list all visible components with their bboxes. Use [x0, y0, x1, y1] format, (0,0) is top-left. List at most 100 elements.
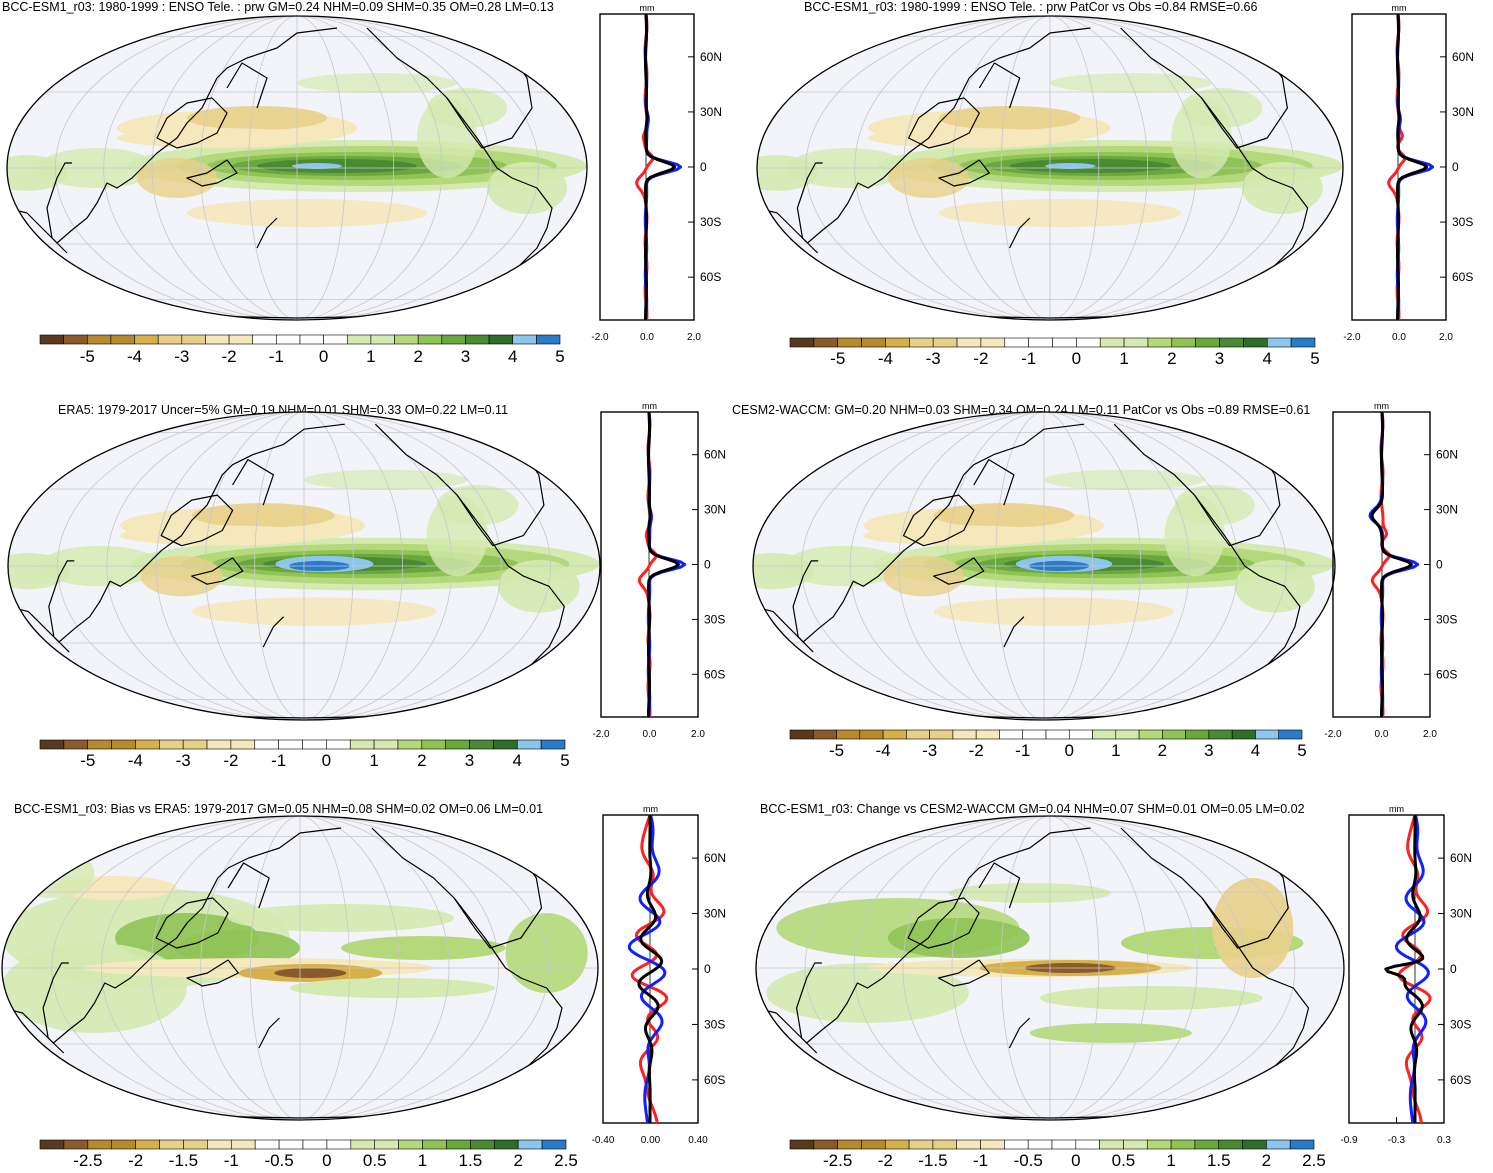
coastline	[753, 412, 804, 471]
map-1	[6, 15, 588, 321]
map-3	[7, 411, 601, 721]
profile-ytick-label: 30S	[1436, 612, 1457, 626]
longitude-line	[296, 16, 443, 320]
colorbar-box	[1208, 729, 1233, 740]
colorbar-4: -5 -4 -3 -2 -1 0 1 2 3 4 5	[789, 729, 1307, 760]
colorbar-box	[1266, 337, 1292, 348]
profile-xtick-label: -0.3	[1388, 1135, 1406, 1146]
longitude-line	[1000, 16, 1051, 320]
profile-ytick-label: 60N	[1450, 851, 1472, 865]
colorbar-box	[183, 1139, 208, 1150]
profile-curve	[1396, 13, 1428, 320]
profile-unit: mm	[640, 3, 655, 13]
colorbar-box	[278, 739, 303, 750]
map-outline	[752, 411, 1336, 721]
coastline-japan	[226, 62, 268, 109]
longitude-line	[951, 816, 1051, 1120]
colorbar-box	[813, 337, 839, 348]
zonal-profile-3: mm 60N 30N 0 30S 60S -2.0 0.0 2.0	[592, 401, 726, 740]
colorbar-label: 4	[1263, 349, 1272, 368]
profile-ytick-label: 30N	[704, 503, 726, 517]
colorbar-label: -1.5	[169, 1151, 198, 1170]
profile-ytick-label: 60S	[1452, 270, 1473, 284]
colorbar-box	[135, 1139, 160, 1150]
longitude-line	[55, 16, 298, 320]
colorbar-box	[906, 729, 930, 740]
colorbar-box	[326, 739, 351, 750]
colorbar-box	[87, 1139, 113, 1150]
colorbar-label: -5	[80, 347, 95, 366]
longitude-line	[51, 816, 301, 1120]
panel-title: BCC-ESM1_r03: Change vs CESM2-WACCM GM=0…	[760, 802, 1305, 816]
coastline-africa	[42, 962, 69, 1054]
profile-ytick-label: 0	[1452, 160, 1459, 174]
longitude-line	[1049, 16, 1149, 320]
coastline	[7, 16, 58, 74]
longitude-line	[103, 16, 298, 320]
profile-curve	[1384, 815, 1425, 1123]
anomaly-patch	[176, 930, 300, 966]
coastline-australia	[908, 97, 980, 149]
anomaly-patch	[1164, 495, 1225, 577]
panel-title: CESM2-WACCM: GM=0.20 NHM=0.03 SHM=0.34 O…	[732, 403, 1311, 417]
colorbar-5: -2.5 -2 -1.5 -1 -0.5 0 0.5 1 1.5 2 2.5	[39, 1139, 578, 1170]
anomaly-patch	[1212, 878, 1294, 978]
colorbar-label: -2	[878, 1151, 893, 1170]
zonal-profile-6: mm 60N 30N 0 30S 60S -0.9 -0.3 0.3	[1340, 804, 1472, 1146]
colorbar-box	[516, 739, 542, 750]
profile-unit: mm	[642, 401, 657, 411]
colorbar-box	[421, 739, 446, 750]
coastline-maritime-continent	[933, 557, 985, 585]
colorbar-box	[254, 739, 279, 750]
colorbar-label: 0	[322, 1151, 331, 1170]
colorbar-label: -3	[174, 347, 189, 366]
longitude-line	[898, 412, 1045, 720]
panel-3: ERA5: 1979-2017 Uncer=5% GM=0.19 NHM=0.0…	[0, 393, 746, 783]
zonal-profile-5: mm 60N 30N 0 30S 60S -0.40 0.00 0.40	[592, 804, 726, 1146]
colorbar-label: 2.5	[1302, 1151, 1326, 1170]
colorbar-box	[252, 334, 277, 345]
colorbar-box	[1147, 337, 1173, 348]
profile-ytick-label: 30S	[704, 1017, 725, 1031]
anomaly-patch	[426, 495, 488, 577]
coastline-newzealand	[1008, 1017, 1031, 1049]
coastline-africa	[48, 560, 75, 653]
colorbar-box	[441, 334, 466, 345]
colorbar-box	[374, 1139, 399, 1150]
anomaly-patch	[289, 978, 496, 998]
anomaly-patch	[274, 968, 347, 978]
coastline-japan	[978, 862, 1021, 909]
colorbar-box	[1075, 1139, 1100, 1150]
profile-ytick-label: 30N	[704, 907, 726, 921]
colorbar-box	[299, 334, 324, 345]
colorbar-label: 1.5	[459, 1151, 483, 1170]
colorbar-label: -4	[128, 751, 143, 770]
colorbar-box	[812, 729, 837, 740]
anomaly-patch	[933, 597, 1175, 626]
colorbar-box	[1194, 1139, 1220, 1150]
coastline-africa	[792, 560, 819, 653]
profile-ytick-label: 30S	[704, 612, 725, 626]
longitude-line	[1049, 816, 1198, 1120]
map-outline	[755, 815, 1345, 1121]
colorbar-label: 2.5	[554, 1151, 578, 1170]
colorbar-box	[884, 1139, 910, 1150]
zonal-profile-4: mm 60N 30N 0 30S 60S -2.0 0.0 2.0	[1324, 401, 1458, 740]
map-5	[1, 815, 599, 1121]
profile-xtick-label: -0.40	[592, 1135, 615, 1146]
colorbar-box	[789, 337, 815, 348]
panel-title: BCC-ESM1_r03: 1980-1999 : ENSO Tele. : p…	[2, 0, 554, 14]
coastline-eurasia	[756, 827, 1091, 1044]
colorbar-box	[206, 739, 232, 750]
colorbar-box	[1290, 337, 1316, 348]
colorbar-label: 4	[513, 751, 522, 770]
profile-xtick-label: 0.00	[641, 1135, 661, 1146]
colorbar-box	[999, 729, 1024, 740]
colorbar-label: 0.5	[363, 1151, 387, 1170]
profile-ytick-label: 60S	[704, 1073, 725, 1087]
profile-xtick-label: 0.0	[1375, 729, 1389, 740]
colorbar-box	[370, 334, 395, 345]
colorbar-box	[230, 1139, 256, 1150]
profile-xtick-label: 0.40	[688, 1135, 708, 1146]
